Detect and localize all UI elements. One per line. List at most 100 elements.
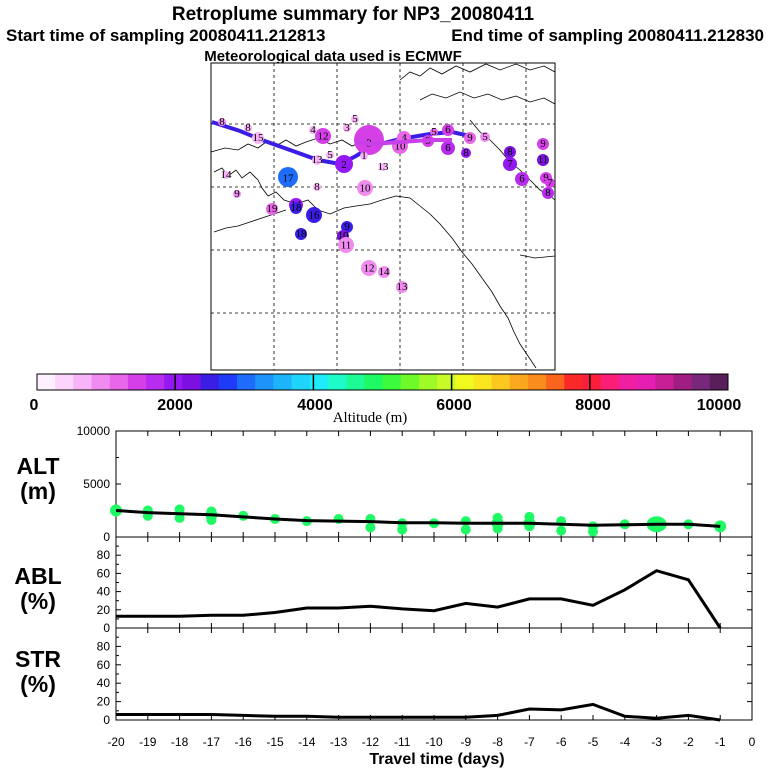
y-tick-label: 40 [97, 676, 111, 690]
map-point-label: 8 [219, 116, 225, 128]
map-point-label: 14 [221, 169, 233, 181]
x-axis-label: Travel time (days) [369, 751, 504, 768]
map-point: 4 [309, 124, 317, 136]
map-point-marker [442, 124, 454, 136]
map-point-marker [461, 148, 471, 158]
map-point-label: 2 [341, 159, 347, 171]
map-point: 11 [338, 237, 354, 253]
map-point: 6 [515, 172, 529, 186]
map-point-label: 19 [267, 203, 279, 215]
map-point-label: 13 [378, 161, 390, 173]
y-tick-label: 40 [97, 585, 111, 599]
y-tick-label: 80 [97, 639, 111, 653]
colorbar-segment [509, 374, 529, 390]
map-point-label: 12 [318, 131, 329, 143]
map-point-marker [295, 228, 307, 240]
map-point-label: 7 [547, 177, 553, 189]
map-point-marker [504, 146, 516, 158]
abl-panel-unit: (%) [20, 588, 56, 614]
map-point-marker [313, 183, 321, 191]
str-series-line [116, 702, 721, 722]
map-point-label: 4 [310, 124, 316, 136]
map-point: 8 [244, 122, 252, 134]
panel-frame [115, 627, 753, 721]
y-tick-label: 0 [103, 530, 110, 544]
colorbar-segment [546, 374, 565, 390]
x-tick-label: -3 [651, 735, 662, 749]
colorbar-segment [255, 374, 274, 390]
map-point: 3 [354, 125, 384, 155]
map-point: 18 [290, 202, 302, 214]
map-point-marker [326, 151, 334, 159]
map-point: 17 [278, 167, 298, 187]
map-point-marker [430, 128, 438, 136]
colorbar-segment [600, 374, 620, 390]
colorbar-segment [127, 374, 147, 390]
map-point-marker [266, 203, 278, 215]
x-tick-label: -5 [588, 735, 599, 749]
map-point-marker [343, 124, 351, 132]
y-tick-label: 20 [97, 603, 111, 617]
colorbar-segment [346, 374, 365, 390]
map-point-label: 17 [283, 173, 295, 185]
colorbar-segment [91, 374, 111, 390]
coastline-pacific [317, 195, 537, 369]
colorbar-segment [382, 374, 402, 390]
map-point-label: 18 [296, 228, 308, 240]
map-point-marker [515, 172, 529, 186]
x-tick-label: -2 [683, 735, 694, 749]
colorbar-segment [291, 374, 311, 390]
colorbar-segment [200, 374, 220, 390]
colorbar-tick-label: 8000 [575, 397, 611, 414]
coastline-alaska-north [210, 139, 307, 153]
map-point-marker [222, 171, 230, 179]
map-point-label: 8 [463, 147, 469, 159]
map-point-marker [309, 126, 317, 134]
map-point-label: 9 [543, 172, 549, 184]
colorbar-tick-label: 4000 [297, 397, 333, 414]
map-point: 13 [396, 281, 408, 293]
map-point: 14 [221, 169, 233, 181]
colorbar-segment [218, 374, 238, 390]
end-time-label: End time of sampling 20080411.212830 [451, 26, 764, 45]
colorbar-tick-label: 0 [30, 397, 39, 414]
map-point-marker [379, 163, 387, 171]
map-point: 6 [442, 124, 454, 136]
abl-panel-title: ABL [14, 563, 61, 589]
y-tick-label: 0 [103, 621, 110, 635]
y-tick-label: 20 [97, 695, 111, 709]
trajectory-upper-segment [354, 138, 452, 147]
map-point-label: 10 [338, 230, 350, 242]
colorbar-segment [273, 374, 293, 390]
altitude-marker [397, 524, 408, 535]
map-point: 15 [252, 132, 264, 144]
map-point-label: 6 [445, 142, 451, 154]
colorbar-ticks: 0 2000 4000 6000 8000 10000 [30, 397, 742, 414]
colorbar-segment [491, 374, 511, 390]
map-point-marker [503, 157, 517, 171]
map-point-label: 11 [341, 240, 352, 252]
alt-series-line [115, 509, 721, 528]
altitude-marker [556, 525, 567, 536]
colorbar-segment [109, 374, 129, 390]
map-point-label: 9 [540, 138, 546, 150]
map-point: 8 [504, 146, 516, 158]
map-point: 11 [537, 154, 549, 166]
map-point-marker [441, 141, 455, 155]
colorbar-segment [618, 374, 638, 390]
str-panel-unit: (%) [20, 671, 56, 697]
figure-title: Retroplume summary for NP3_20080411 [172, 4, 535, 25]
alt-panel: 10000 5000 0 [77, 424, 753, 544]
colorbar-segment [582, 374, 602, 390]
colorbar-segment [55, 374, 74, 390]
x-tick-label: -4 [619, 735, 630, 749]
x-tick-label: -12 [362, 735, 380, 749]
colorbar-segment [527, 374, 547, 390]
map-point-marker [312, 155, 322, 165]
map-point-marker [464, 132, 476, 144]
map-point-marker [354, 125, 384, 155]
map-point-label: 16 [309, 210, 321, 222]
map-point-label: 8 [545, 187, 551, 199]
map-point-marker [545, 178, 555, 188]
map-point-marker [315, 128, 331, 144]
